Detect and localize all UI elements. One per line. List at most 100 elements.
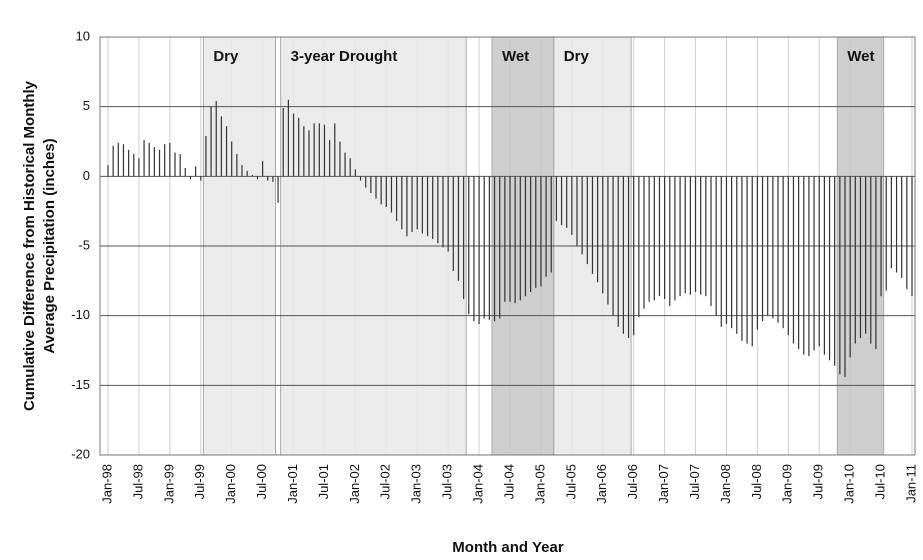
period-label: Dry	[213, 48, 239, 65]
bar	[432, 176, 434, 240]
bar	[205, 135, 207, 177]
bar	[772, 176, 774, 319]
x-tick-label: Jan-08	[718, 464, 733, 504]
bar	[215, 101, 217, 177]
bar	[839, 176, 841, 375]
bar	[761, 176, 764, 322]
bar	[870, 176, 872, 344]
bar	[463, 176, 465, 299]
bar	[545, 176, 547, 277]
bar	[153, 147, 155, 177]
bar	[421, 176, 423, 234]
bar	[715, 176, 717, 316]
x-tick-label: Jan-02	[347, 464, 362, 504]
bar	[792, 176, 795, 344]
bar	[396, 176, 398, 221]
bar	[344, 152, 346, 177]
x-tick-label: Jan-03	[409, 464, 424, 504]
y-tick-label: -10	[71, 307, 90, 322]
bar	[308, 130, 310, 177]
x-tick-label: Jan-06	[594, 464, 609, 504]
bar	[530, 176, 532, 292]
x-tick-label: Jul-98	[130, 464, 145, 499]
bar	[844, 176, 846, 377]
bar	[117, 142, 119, 177]
bar	[457, 176, 460, 281]
bar	[705, 176, 707, 297]
bar	[251, 174, 253, 177]
bar	[292, 113, 295, 177]
bar	[901, 176, 903, 279]
bar	[478, 176, 480, 325]
x-tick-label: Jul-04	[501, 464, 516, 499]
x-tick-label: Jan-05	[532, 464, 547, 504]
y-tick-label: -15	[71, 377, 90, 392]
bar	[447, 176, 449, 252]
bar	[256, 176, 259, 180]
bar	[576, 176, 578, 246]
bar	[751, 176, 753, 347]
bar	[339, 141, 341, 177]
bar	[426, 176, 429, 237]
bar	[318, 123, 320, 177]
bar	[437, 176, 439, 244]
y-tick-label: 0	[83, 168, 90, 183]
x-tick-label: Jul-06	[625, 464, 640, 499]
x-tick-label: Jul-07	[687, 464, 702, 499]
x-tick-label: Jan-07	[656, 464, 671, 504]
bar	[509, 176, 511, 302]
bar	[370, 176, 372, 194]
bar	[643, 176, 645, 309]
bar	[674, 176, 676, 301]
bar	[133, 154, 135, 177]
bar	[859, 176, 862, 338]
bar	[890, 176, 892, 269]
bar	[633, 176, 635, 336]
bar	[514, 176, 516, 304]
bar	[689, 176, 691, 295]
bar	[241, 165, 243, 177]
bar	[220, 116, 222, 177]
bar	[535, 176, 537, 288]
bar	[148, 142, 150, 177]
x-tick-label: Jul-01	[316, 464, 331, 499]
bar	[390, 176, 393, 213]
x-tick-label: Jul-09	[811, 464, 826, 499]
bar	[875, 176, 877, 350]
bar	[385, 176, 387, 207]
x-tick-label: Jul-08	[749, 464, 764, 499]
bar	[823, 176, 825, 355]
bar	[612, 176, 614, 316]
bar	[700, 176, 702, 295]
bar	[895, 176, 898, 273]
bar	[906, 176, 908, 290]
bar	[787, 176, 789, 336]
bar	[246, 170, 248, 177]
bar	[184, 167, 186, 177]
bar	[627, 176, 630, 338]
x-tick-label: Jan-10	[842, 464, 857, 504]
bar	[122, 144, 125, 177]
bar	[380, 176, 382, 205]
bar	[550, 176, 552, 273]
x-tick-label: Jul-99	[192, 464, 207, 499]
x-tick-label: Jul-02	[378, 464, 393, 499]
bar	[911, 176, 913, 297]
bar	[225, 126, 228, 177]
bar	[267, 176, 269, 181]
plot-border	[99, 36, 916, 456]
bar	[282, 108, 284, 177]
bar	[128, 149, 130, 177]
x-tick-label: Jul-03	[440, 464, 455, 499]
bar	[473, 176, 475, 322]
bar	[607, 176, 609, 305]
bar	[334, 123, 336, 177]
bar	[468, 176, 470, 315]
y-axis-label: Cumulative Difference from Historical Mo…	[21, 80, 38, 411]
period-label: 3-year Drought	[291, 48, 398, 65]
bar	[169, 142, 171, 177]
bar	[803, 176, 805, 355]
bar	[107, 165, 109, 177]
bar	[808, 176, 810, 357]
bar	[416, 176, 418, 230]
